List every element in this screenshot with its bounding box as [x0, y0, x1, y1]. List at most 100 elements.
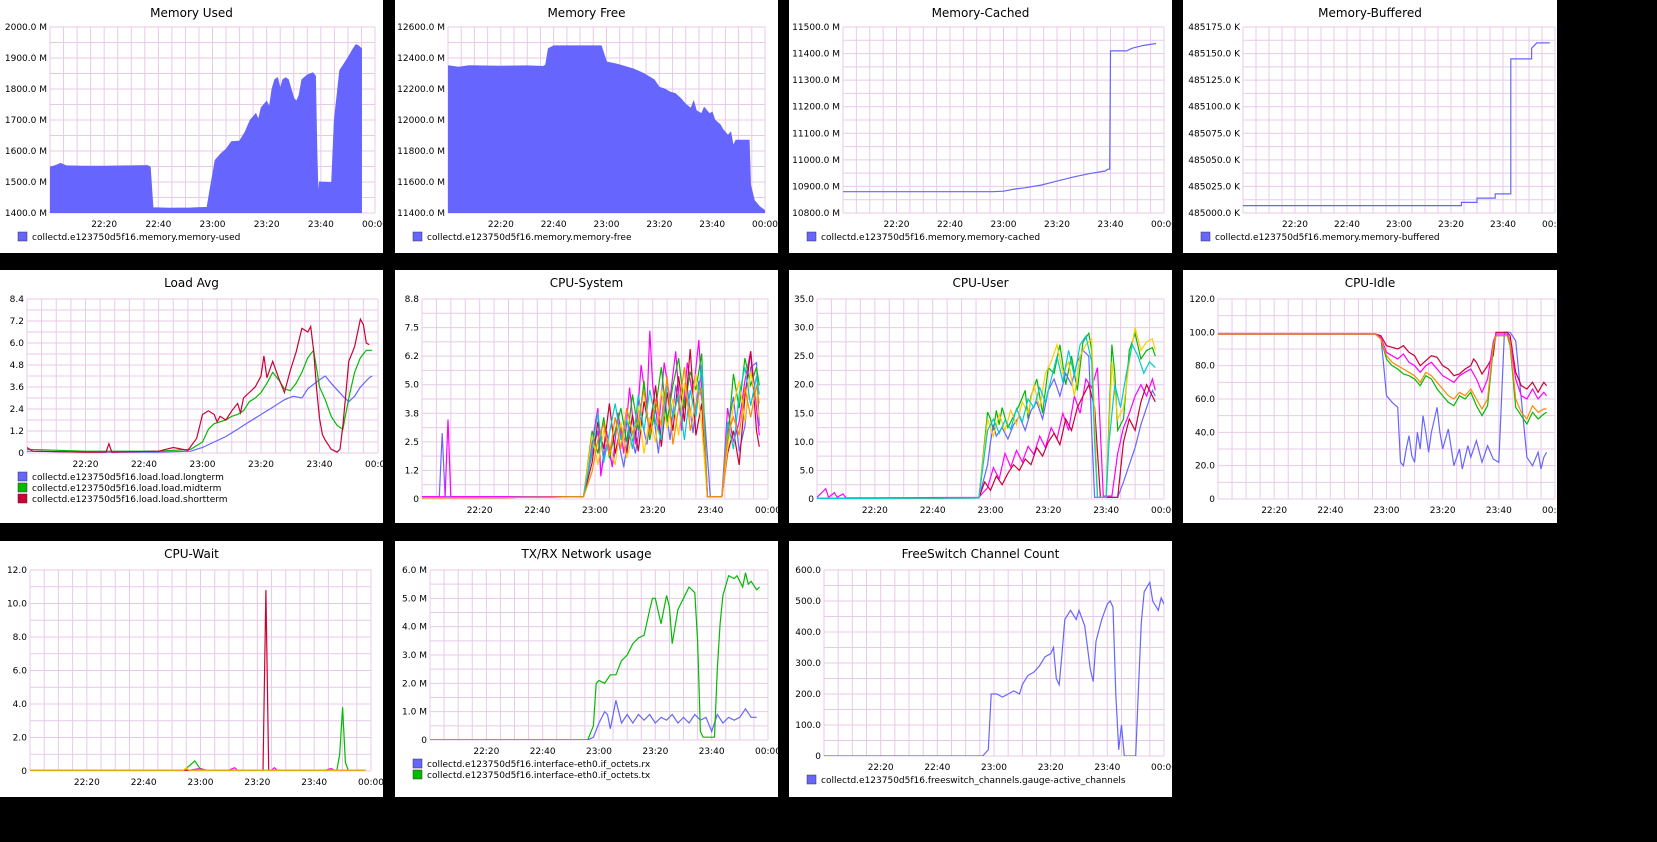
y-tick-label: 500.0 [795, 597, 821, 607]
x-tick-label: 00:00 [362, 220, 383, 230]
chart-svg-cpu-user: CPU-User 0 5.0 10.0 15.0 20.0 25.0 30.0 35.0 22:2… [794, 276, 1172, 516]
y-tick-label: 0 [815, 752, 821, 762]
line-series [422, 367, 760, 499]
x-tick-label: 23:20 [1430, 506, 1456, 516]
y-tick-label: 4.8 [10, 361, 25, 371]
legend-label: collectd.e123750d5f16.freeswitch_channel… [821, 776, 1126, 786]
y-tick-label: 12000.0 M [397, 116, 445, 126]
line-series [430, 572, 761, 740]
line-series [1218, 333, 1547, 426]
chart-panel-cpu-system: CPU-System 0 1.2 2.5 3.8 5.0 6.2 7.5 8.8 22:20 22:… [395, 270, 778, 523]
line-series [30, 766, 366, 771]
legend-swatch [806, 774, 817, 785]
x-tick-label: 00:00 [755, 747, 778, 757]
legend-swatch [17, 482, 28, 493]
y-tick-label: 1.2 [10, 427, 24, 437]
y-tick-label: 2000.0 M [5, 23, 47, 33]
x-tick-label: 23:20 [642, 747, 668, 757]
y-tick-label: 0 [421, 736, 427, 746]
line-series [27, 348, 373, 452]
line-series [30, 590, 366, 771]
area-series [50, 44, 363, 213]
x-tick-label: 23:00 [991, 220, 1017, 230]
x-tick-label: 23:40 [301, 778, 327, 788]
y-tick-label: 40.0 [1195, 428, 1215, 438]
y-tick-label: 485100.0 K [1188, 103, 1241, 113]
chart-title: TX/RX Network usage [520, 547, 651, 561]
legend-label: collectd.e123750d5f16.interface-eth0.if_… [427, 760, 651, 770]
y-tick-label: 12400.0 M [397, 54, 445, 64]
line-series [817, 334, 1156, 499]
y-tick-label: 485025.0 K [1188, 182, 1241, 192]
x-tick-label: 22:20 [1282, 220, 1308, 230]
x-tick-label: 23:40 [1093, 506, 1119, 516]
y-tick-label: 7.5 [405, 324, 419, 334]
y-tick-label: 100.0 [1189, 328, 1215, 338]
chart-title: CPU-Wait [164, 547, 219, 561]
y-tick-label: 80.0 [1195, 362, 1215, 372]
x-tick-label: 22:20 [488, 220, 514, 230]
line-series [817, 349, 1156, 499]
x-tick-label: 23:40 [1486, 506, 1512, 516]
y-tick-label: 6.2 [405, 352, 419, 362]
x-tick-label: 22:40 [920, 506, 946, 516]
legend-label: collectd.e123750d5f16.memory.memory-cach… [821, 233, 1040, 243]
y-tick-label: 10800.0 M [792, 209, 840, 219]
chart-svg-freeswitch-channels: FreeSwitch Channel Count 0 100.0 200.0 300.0… [795, 547, 1172, 786]
legend-swatch [412, 758, 423, 769]
x-tick-label: 00:00 [1542, 220, 1557, 230]
line-series [817, 331, 1156, 499]
y-tick-label: 10900.0 M [792, 182, 840, 192]
grid [1242, 26, 1556, 214]
line-series [27, 375, 373, 453]
line-series [1218, 333, 1548, 401]
chart-panel-cpu-user: CPU-User 0 5.0 10.0 15.0 20.0 25.0 30.0 35.0 22:2… [789, 270, 1172, 523]
x-tick-label: 00:00 [1542, 506, 1557, 516]
y-tick-label: 485175.0 K [1188, 23, 1241, 33]
chart-title: CPU-User [952, 276, 1008, 290]
y-tick-label: 0 [1209, 495, 1215, 505]
y-tick-label: 5.0 [405, 381, 420, 391]
grid [1217, 298, 1556, 500]
x-tick-label: 23:40 [697, 506, 723, 516]
x-tick-label: 23:00 [188, 778, 214, 788]
legend-swatch [17, 471, 28, 482]
y-tick-label: 20.0 [1195, 462, 1215, 472]
chart-title: Memory Free [547, 6, 625, 20]
line-series [30, 707, 366, 771]
line-series [422, 364, 760, 499]
x-tick-label: 23:40 [308, 220, 334, 230]
y-tick-label: 4.0 M [402, 623, 427, 633]
y-tick-label: 25.0 [794, 352, 814, 362]
y-tick-label: 120.0 [1189, 295, 1215, 305]
x-tick-label: 22:40 [145, 220, 171, 230]
x-tick-label: 23:20 [1035, 506, 1061, 516]
x-tick-label: 00:00 [755, 506, 778, 516]
legend-swatch [17, 493, 28, 504]
x-tick-label: 22:20 [73, 460, 99, 470]
y-tick-label: 20.0 [794, 381, 814, 391]
chart-svg-memory-cached: Memory-Cached 10800.0 M 10900.0 M 11000.0 M… [792, 6, 1172, 243]
y-tick-label: 0 [18, 449, 24, 459]
chart-panel-load-avg: Load Avg 0 1.2 2.4 3.6 4.8 6.0 7.2 8.4 22:20 22:40… [0, 270, 383, 523]
chart-svg-load-avg: Load Avg 0 1.2 2.4 3.6 4.8 6.0 7.2 8.4 22:20 22:40… [10, 276, 383, 505]
y-tick-label: 485000.0 K [1188, 209, 1241, 219]
legend-label: collectd.e123750d5f16.load.load.shortter… [32, 495, 228, 505]
y-tick-label: 1600.0 M [5, 147, 47, 157]
line-series [1218, 333, 1547, 421]
line-series [422, 353, 760, 499]
x-tick-label: 23:00 [594, 220, 620, 230]
y-tick-label: 3.6 [10, 383, 25, 393]
x-tick-label: 22:20 [862, 506, 888, 516]
chart-title: CPU-System [550, 276, 623, 290]
y-tick-label: 11100.0 M [792, 129, 840, 139]
line-series [430, 700, 757, 740]
legend-swatch [1200, 231, 1211, 242]
y-tick-label: 11000.0 M [792, 156, 840, 166]
chart-svg-memory-free: Memory Free 11400.0 M 11600.0 M 11800.0 M 12… [397, 6, 778, 243]
x-tick-label: 23:40 [1094, 763, 1120, 773]
grid [816, 298, 1165, 500]
legend-label: collectd.e123750d5f16.interface-eth0.if_… [427, 771, 651, 781]
y-tick-label: 1800.0 M [5, 85, 47, 95]
grid [842, 26, 1165, 214]
